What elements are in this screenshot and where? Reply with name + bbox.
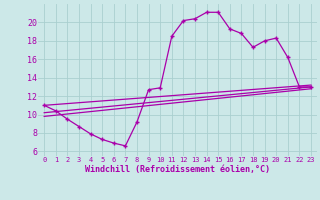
X-axis label: Windchill (Refroidissement éolien,°C): Windchill (Refroidissement éolien,°C) xyxy=(85,165,270,174)
